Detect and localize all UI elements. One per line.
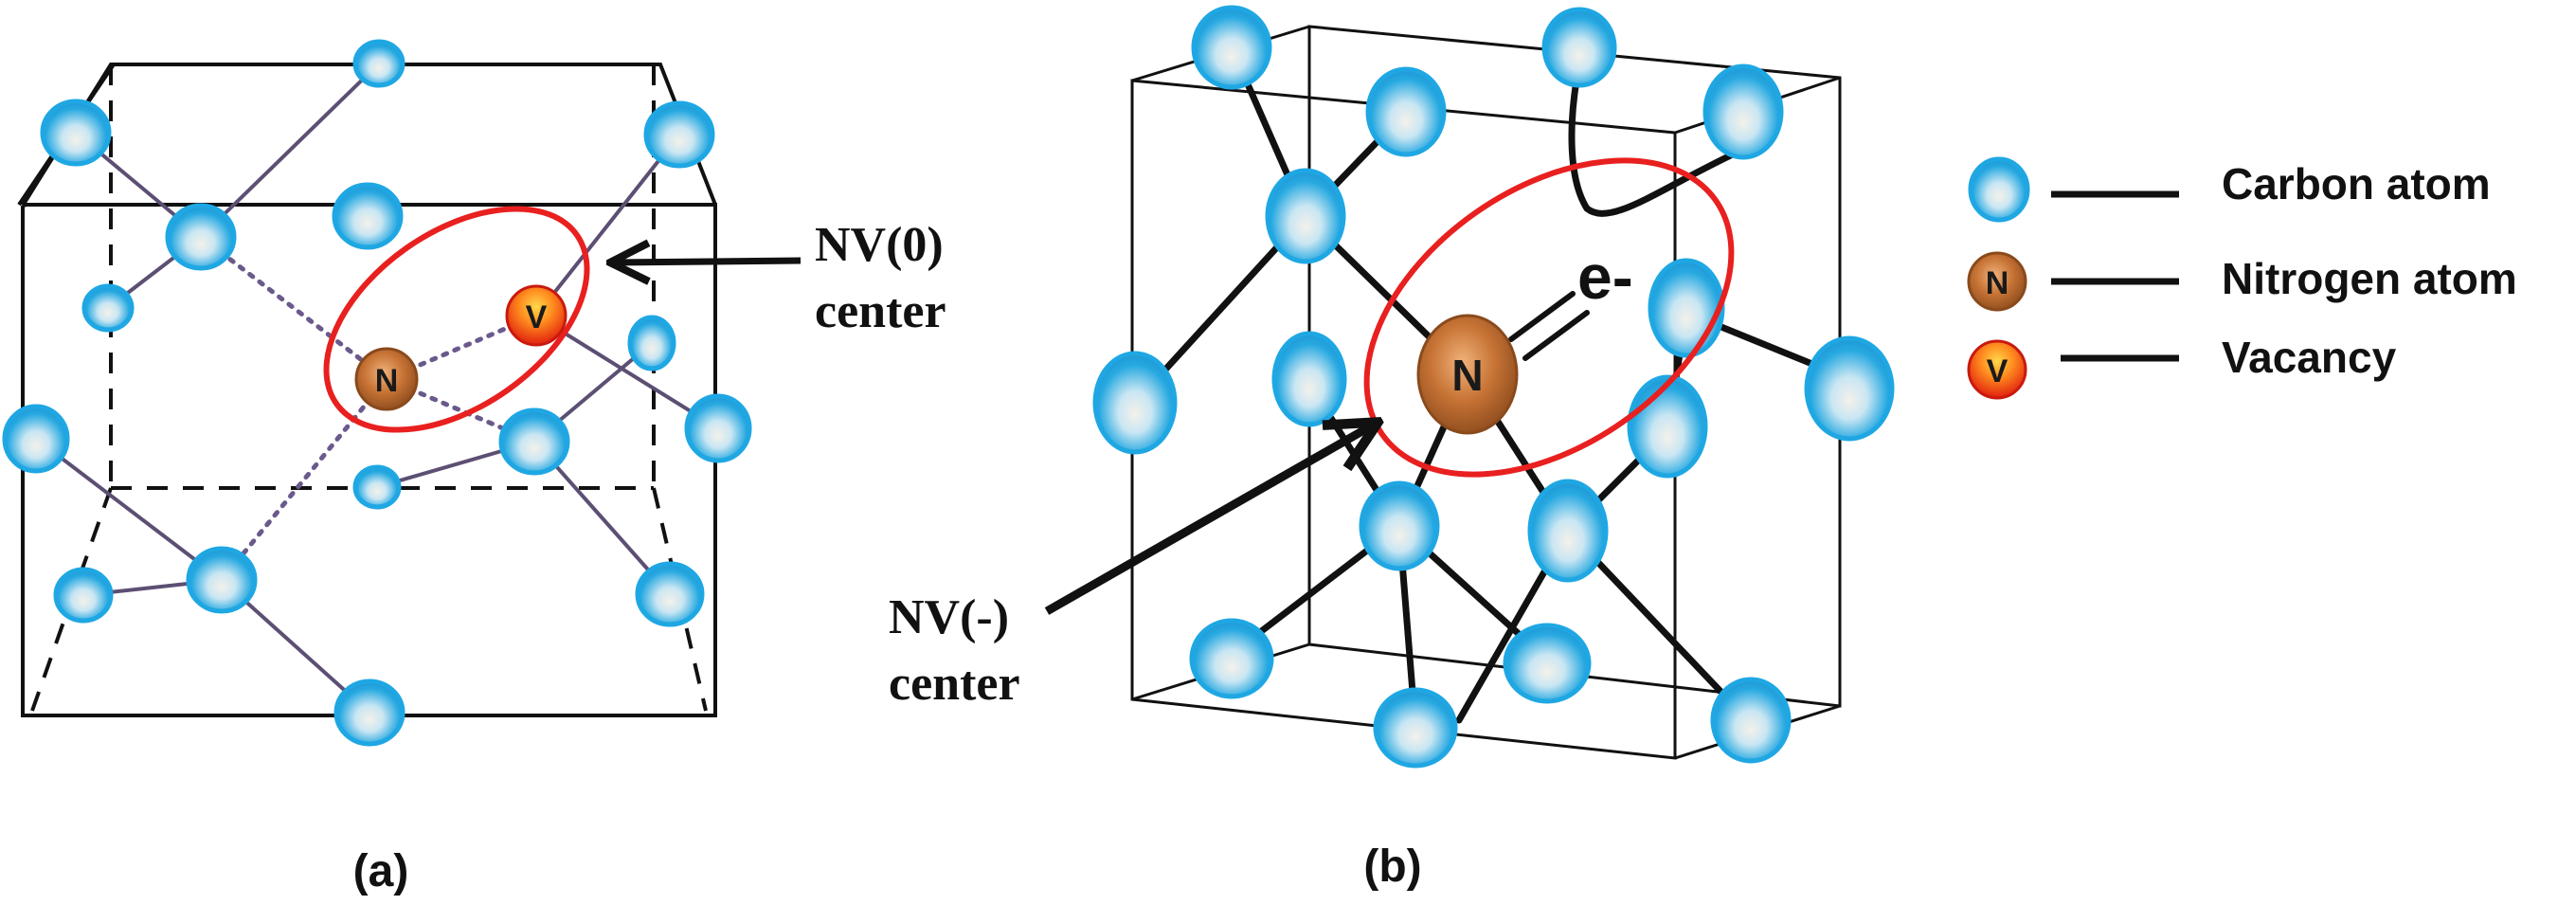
carbon-atom bbox=[40, 99, 112, 167]
panel-b-carbon-atoms bbox=[1092, 5, 1895, 769]
carbon-atom bbox=[1092, 351, 1178, 455]
panel-a-caption: (a) bbox=[353, 846, 409, 896]
carbon-atom bbox=[1541, 7, 1617, 88]
carbon-atom bbox=[1191, 5, 1272, 90]
panel-b: N e- NV(-) center (b) bbox=[889, 5, 1895, 892]
legend-item-nitrogen: N Nitrogen atom bbox=[1967, 251, 2517, 312]
panel-a-carbon-atoms bbox=[2, 39, 752, 747]
carbon-atom bbox=[1503, 623, 1592, 704]
legend-label: Carbon atom bbox=[2222, 159, 2491, 208]
legend-nitrogen-icon bbox=[1967, 251, 2027, 312]
panel-a-dotted-bonds bbox=[198, 234, 539, 583]
carbon-atom bbox=[1804, 335, 1895, 442]
legend-label: Nitrogen atom bbox=[2222, 254, 2517, 303]
nv-minus-label-line2: center bbox=[889, 657, 1020, 711]
legend-carbon-icon bbox=[1968, 156, 2030, 223]
carbon-atom bbox=[1359, 480, 1440, 571]
nv-minus-label-line1: NV(-) bbox=[889, 590, 1009, 644]
carbon-atom bbox=[165, 203, 237, 271]
nv0-label-line2: center bbox=[815, 284, 946, 338]
panel-b-nitrogen-atom: N bbox=[1416, 314, 1519, 435]
carbon-atom bbox=[1702, 63, 1784, 160]
nitrogen-letter: N bbox=[1451, 351, 1483, 400]
legend-item-carbon: Carbon atom bbox=[1968, 156, 2491, 223]
vacancy-letter: V bbox=[526, 299, 548, 335]
carbon-atom bbox=[1265, 168, 1346, 264]
legend-item-vacancy: V Vacancy bbox=[1967, 333, 2397, 400]
carbon-atom bbox=[627, 315, 676, 371]
carbon-atom bbox=[53, 567, 114, 624]
carbon-atom bbox=[1189, 618, 1274, 699]
carbon-atom bbox=[333, 679, 405, 747]
legend: Carbon atom N Nitrogen atom V Vacancy bbox=[1967, 156, 2517, 400]
carbon-atom bbox=[635, 561, 705, 627]
legend-label: Vacancy bbox=[2222, 333, 2397, 382]
carbon-atom bbox=[2, 404, 70, 474]
carbon-atom bbox=[498, 407, 570, 476]
legend-letter: N bbox=[1986, 265, 2009, 301]
panel-a-vacancy: V bbox=[505, 284, 567, 347]
nv0-highlight-ring bbox=[323, 206, 590, 433]
legend-letter: V bbox=[1987, 353, 2009, 389]
carbon-atom bbox=[186, 546, 258, 614]
panel-a-nitrogen-atom: N bbox=[354, 347, 419, 411]
carbon-atom bbox=[352, 464, 402, 510]
carbon-atom bbox=[81, 283, 135, 333]
panel-b-double-bond bbox=[1508, 291, 1590, 361]
nv0-arrow bbox=[614, 261, 802, 262]
panel-a: N V NV(0) center (a) bbox=[2, 39, 946, 896]
carbon-atom bbox=[352, 39, 405, 88]
panel-b-caption: (b) bbox=[1363, 842, 1421, 892]
nv-minus-arrow bbox=[1044, 425, 1374, 615]
carbon-atom bbox=[1648, 258, 1725, 358]
carbon-atom bbox=[1710, 677, 1792, 764]
carbon-atom bbox=[643, 100, 715, 169]
carbon-atom bbox=[1271, 331, 1347, 427]
carbon-atom bbox=[684, 393, 752, 463]
carbon-atom bbox=[1527, 479, 1609, 583]
electron-label: e- bbox=[1577, 242, 1633, 312]
legend-vacancy-icon bbox=[1967, 339, 2027, 400]
nv0-label-line1: NV(0) bbox=[815, 218, 944, 272]
nitrogen-letter: N bbox=[375, 363, 399, 399]
carbon-atom bbox=[332, 182, 404, 250]
carbon-atom bbox=[1373, 687, 1458, 769]
carbon-atom bbox=[1627, 374, 1708, 479]
carbon-atom bbox=[1365, 66, 1447, 157]
